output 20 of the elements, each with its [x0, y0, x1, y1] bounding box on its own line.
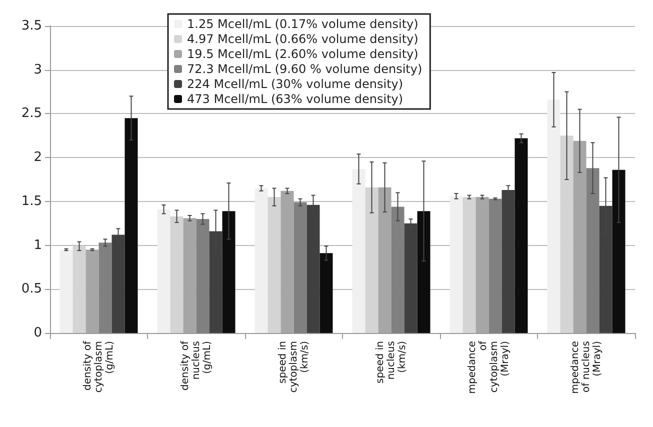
y-tick-label: 1.5: [21, 194, 42, 209]
x-tick-label: speed in cytoplasm (km/s): [277, 340, 310, 393]
x-tick-label: density of cytoplasm (g/mL): [82, 340, 116, 393]
x-tick-label: speed in nucleus (km/s): [374, 340, 408, 384]
y-tick-label: 0: [34, 326, 42, 340]
x-tick-label: mpedance of cytoplasm (Mrayl): [466, 340, 511, 394]
legend-label: 72.3 Mcell/mL (9.60 % volume density): [187, 62, 422, 76]
legend-label: 19.5 Mcell/mL (2.60% volume density): [187, 47, 418, 61]
x-tick-label: density of nucleus (g/mL): [180, 340, 213, 390]
y-tick-label: 3.5: [21, 18, 42, 34]
legend-label: 4.97 Mcell/mL (0.66% volume density): [187, 32, 418, 46]
legend-label: 473 Mcell/mL (63% volume density): [187, 92, 404, 106]
legend-label: 1.25 Mcell/mL (0.17% volume density): [187, 17, 418, 31]
y-tick-label: 3: [34, 62, 42, 78]
y-tick-label: 0.5: [21, 282, 42, 297]
x-tick-label: mpedance of nucleus (Mrayl): [570, 340, 603, 394]
y-tick-label: 2.5: [21, 106, 42, 122]
legend-label: 224 Mcell/mL (30% volume density): [187, 77, 404, 91]
y-tick-label: 2: [34, 150, 42, 166]
y-tick-label: 1: [34, 238, 42, 253]
